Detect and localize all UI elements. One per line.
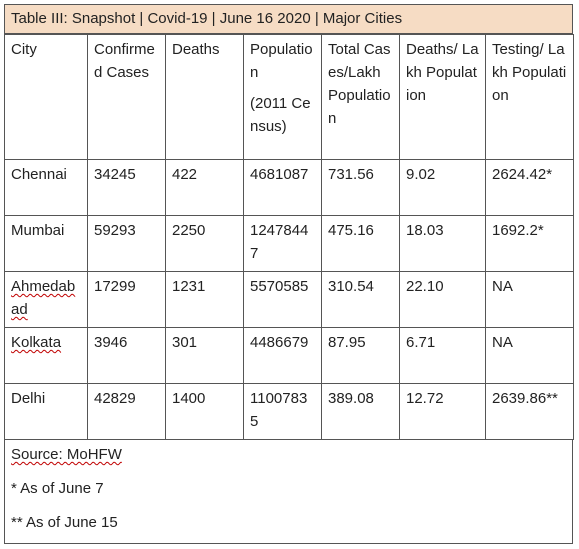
cell-deaths: 1231 <box>165 271 244 328</box>
header-cases-per-lakh: Total Cases/Lakh Population <box>321 34 400 160</box>
cell-city: Chennai <box>4 159 88 216</box>
cell-deaths: 301 <box>165 327 244 384</box>
cell-cases-per-lakh: 87.95 <box>321 327 400 384</box>
cell-population: 11007835 <box>243 383 322 440</box>
header-population: Population (2011 Census) <box>243 34 322 160</box>
source-note: Source: MoHFW <box>11 444 566 478</box>
table-row: Delhi 42829 1400 11007835 389.08 12.72 2… <box>4 383 574 440</box>
cell-deaths: 2250 <box>165 215 244 272</box>
source-text: Source: MoHFW <box>11 446 122 463</box>
cell-confirmed: 42829 <box>87 383 166 440</box>
cell-deaths-per-lakh: 12.72 <box>399 383 486 440</box>
cell-deaths: 1400 <box>165 383 244 440</box>
cell-city: Ahmedabad <box>4 271 88 328</box>
cell-cases-per-lakh: 310.54 <box>321 271 400 328</box>
cell-confirmed: 3946 <box>87 327 166 384</box>
header-deaths-per-lakh: Deaths/ Lakh Population <box>399 34 486 160</box>
cell-city: Mumbai <box>4 215 88 272</box>
cell-population: 4486679 <box>243 327 322 384</box>
header-population-label: Population <box>250 41 313 81</box>
cell-deaths-per-lakh: 22.10 <box>399 271 486 328</box>
cell-city-text: Ahmedabad <box>11 278 76 318</box>
city-stats-table: City Confirmed Cases Deaths Population (… <box>4 34 574 440</box>
cell-population: 12478447 <box>243 215 322 272</box>
header-population-note: (2011 Census) <box>250 95 311 135</box>
table-header-row: City Confirmed Cases Deaths Population (… <box>4 34 574 160</box>
header-confirmed: Confirmed Cases <box>87 34 166 160</box>
table-title: Table III: Snapshot | Covid-19 | June 16… <box>4 4 573 34</box>
cell-population: 4681087 <box>243 159 322 216</box>
table-row: Mumbai 59293 2250 12478447 475.16 18.03 … <box>4 215 574 272</box>
cell-deaths-per-lakh: 18.03 <box>399 215 486 272</box>
cell-city-text: Kolkata <box>11 334 62 351</box>
cell-deaths: 422 <box>165 159 244 216</box>
table-footer: Source: MoHFW * As of June 7 ** As of Ju… <box>4 440 573 544</box>
header-city: City <box>4 34 88 160</box>
cell-testing-per-lakh: 1692.2* <box>485 215 574 272</box>
cell-deaths-per-lakh: 6.71 <box>399 327 486 384</box>
cell-population: 5570585 <box>243 271 322 328</box>
cell-confirmed: 59293 <box>87 215 166 272</box>
footnote-double-star: ** As of June 15 <box>11 514 118 531</box>
footnote-single-star: * As of June 7 <box>11 480 104 497</box>
cell-deaths-per-lakh: 9.02 <box>399 159 486 216</box>
table-row: Kolkata 3946 301 4486679 87.95 6.71 NA <box>4 327 574 384</box>
cell-cases-per-lakh: 389.08 <box>321 383 400 440</box>
cell-confirmed: 17299 <box>87 271 166 328</box>
cell-testing-per-lakh: NA <box>485 327 574 384</box>
header-testing-per-lakh: Testing/ Lakh Population <box>485 34 574 160</box>
header-deaths: Deaths <box>165 34 244 160</box>
cell-testing-per-lakh: 2639.86** <box>485 383 574 440</box>
cell-city: Kolkata <box>4 327 88 384</box>
cell-confirmed: 34245 <box>87 159 166 216</box>
cell-testing-per-lakh: 2624.42* <box>485 159 574 216</box>
cell-cases-per-lakh: 475.16 <box>321 215 400 272</box>
table-row: Chennai 34245 422 4681087 731.56 9.02 26… <box>4 159 574 216</box>
table-row: Ahmedabad 17299 1231 5570585 310.54 22.1… <box>4 271 574 328</box>
cell-city: Delhi <box>4 383 88 440</box>
cell-testing-per-lakh: NA <box>485 271 574 328</box>
covid-snapshot-table-document: Table III: Snapshot | Covid-19 | June 16… <box>4 4 574 544</box>
cell-cases-per-lakh: 731.56 <box>321 159 400 216</box>
